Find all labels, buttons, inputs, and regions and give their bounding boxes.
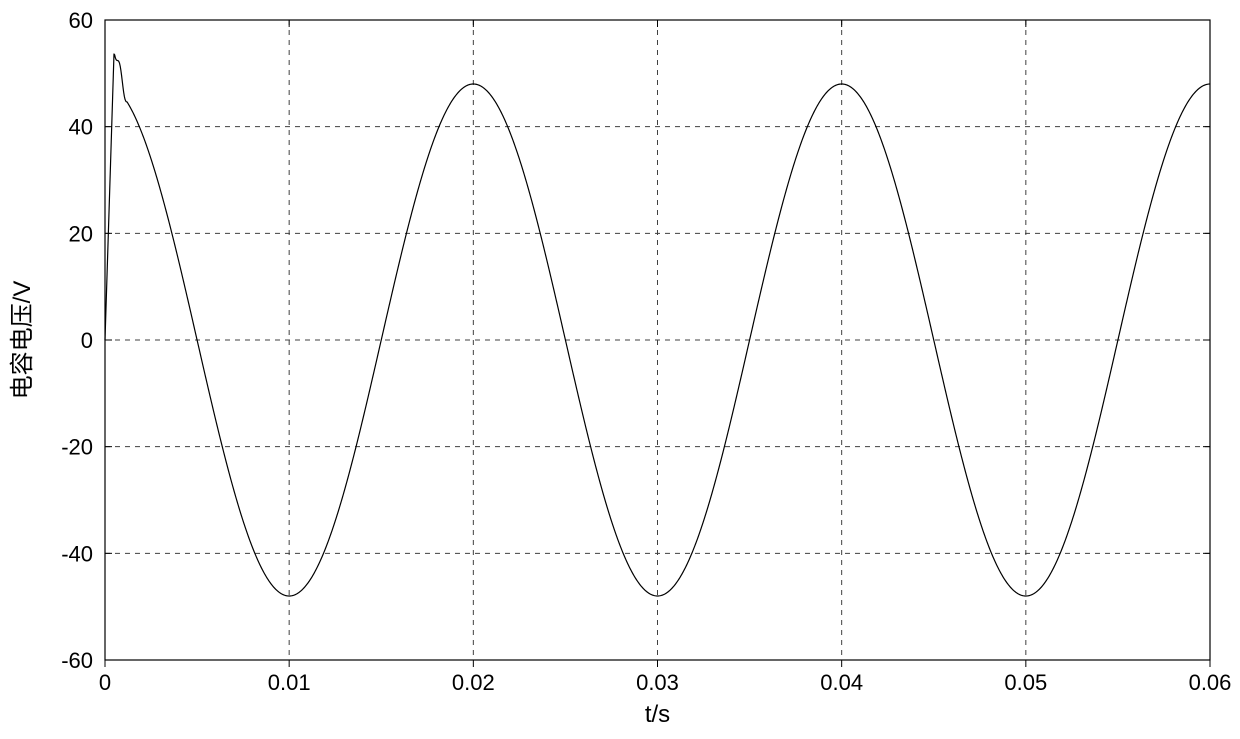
y-tick-label: 40 [69, 115, 93, 140]
chart-svg: 0 0.01 0.02 0.03 0.04 0.05 0.06 -60 -40 -20 0 20 40 6… [0, 0, 1240, 739]
x-tick-label: 0.01 [268, 670, 311, 695]
y-tick-label: 20 [69, 221, 93, 246]
y-tick-label: -60 [61, 648, 93, 673]
x-tick-label: 0.03 [636, 670, 679, 695]
y-tick-label: 0 [81, 328, 93, 353]
x-tick-label: 0.05 [1004, 670, 1047, 695]
x-tick-label: 0 [99, 670, 111, 695]
x-axis-label: t/s [645, 701, 670, 728]
y-axis-label: 电容电压/V [9, 281, 36, 400]
y-tick-label: 60 [69, 8, 93, 33]
voltage-chart: 0 0.01 0.02 0.03 0.04 0.05 0.06 -60 -40 -20 0 20 40 6… [0, 0, 1240, 739]
x-tick-label: 0.06 [1189, 670, 1232, 695]
y-tick-label: -20 [61, 435, 93, 460]
x-tick-label: 0.04 [820, 670, 863, 695]
y-tick-label: -40 [61, 541, 93, 566]
x-tick-label: 0.02 [452, 670, 495, 695]
